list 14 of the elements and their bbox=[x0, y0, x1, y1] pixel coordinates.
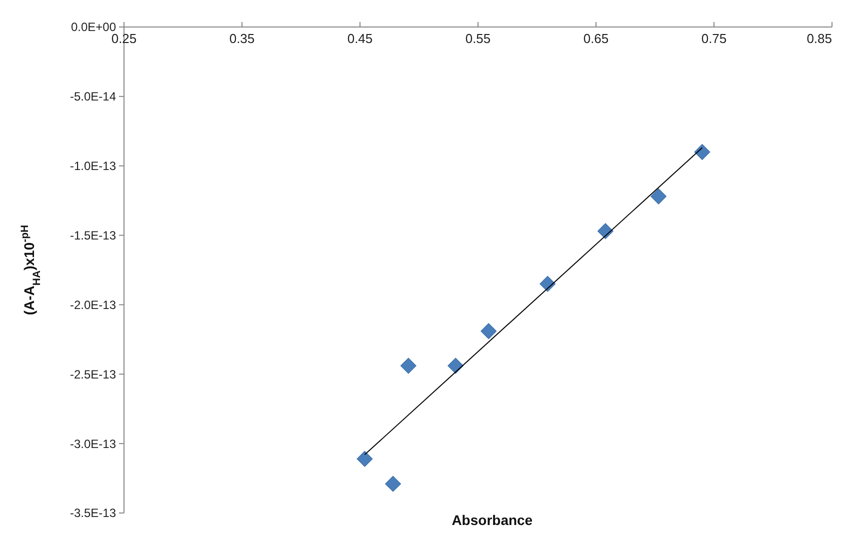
x-tick-label: 0.55 bbox=[465, 31, 491, 46]
x-tick-label: 0.65 bbox=[583, 31, 609, 46]
x-axis-title: Absorbance bbox=[452, 512, 533, 528]
x-tick-label: 0.85 bbox=[806, 31, 832, 46]
y-tick-label: -2.0E-13 bbox=[70, 298, 116, 312]
y-tick-label: -2.5E-13 bbox=[70, 367, 116, 382]
x-tick-label: 0.45 bbox=[347, 31, 373, 46]
y-tick-label: -1.5E-13 bbox=[70, 228, 116, 242]
y-tick-label: -1.0E-13 bbox=[70, 159, 116, 174]
y-tick-label: -3.0E-13 bbox=[70, 436, 116, 451]
y-tick-label: -3.5E-13 bbox=[70, 506, 116, 520]
x-tick-label: 0.75 bbox=[701, 31, 727, 46]
y-tick-label: -5.0E-14 bbox=[70, 90, 116, 104]
x-tick-label: 0.35 bbox=[229, 31, 255, 46]
